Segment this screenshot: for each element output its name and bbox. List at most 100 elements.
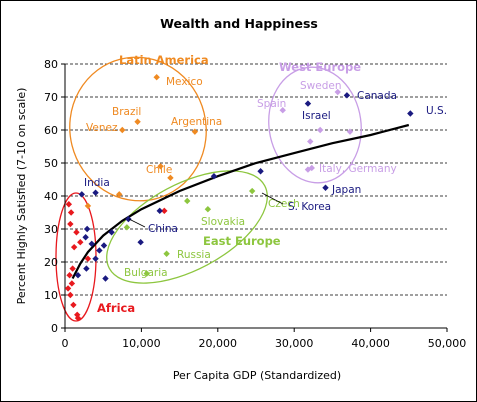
region-ellipse-violet bbox=[268, 66, 362, 184]
data-point-4 bbox=[77, 239, 84, 246]
y-tick-label: 30 bbox=[44, 223, 58, 236]
china-leader-line bbox=[128, 218, 146, 228]
data-point-1 bbox=[67, 209, 75, 216]
data-point-26 bbox=[102, 275, 109, 282]
region-ellipse-orange bbox=[69, 56, 207, 202]
data-point-48 bbox=[123, 224, 131, 231]
data-point-15 bbox=[161, 207, 168, 215]
point-label: Bulgaria bbox=[124, 267, 168, 279]
data-point-20 bbox=[92, 255, 99, 262]
data-point-52 bbox=[307, 138, 314, 145]
y-tick-label: 70 bbox=[44, 91, 58, 104]
data-point-0 bbox=[65, 201, 73, 208]
trendline bbox=[71, 123, 410, 280]
data-point-8 bbox=[66, 272, 73, 279]
data-point-13 bbox=[74, 311, 81, 318]
data-point-21 bbox=[74, 272, 82, 279]
data-point-40 bbox=[191, 128, 199, 135]
data-point-23 bbox=[100, 242, 108, 249]
region-label: Africa bbox=[97, 301, 135, 315]
region-label: Latin America bbox=[119, 53, 209, 67]
data-point-36 bbox=[407, 110, 414, 117]
data-point-16 bbox=[78, 191, 86, 198]
point-label: Spain bbox=[257, 98, 286, 110]
data-point-57 bbox=[308, 164, 315, 172]
data-point-32 bbox=[257, 168, 264, 175]
data-point-47 bbox=[248, 187, 256, 195]
data-point-25 bbox=[83, 265, 90, 272]
region-label: East Europe bbox=[203, 234, 281, 248]
data-point-49 bbox=[163, 250, 170, 257]
data-point-22 bbox=[96, 247, 103, 254]
data-point-7 bbox=[69, 265, 76, 272]
x-tick-label: 20,000 bbox=[199, 337, 238, 350]
chart-title: Wealth and Happiness bbox=[160, 16, 318, 31]
data-point-24 bbox=[108, 229, 115, 236]
data-point-19 bbox=[82, 234, 89, 241]
data-point-18 bbox=[88, 240, 95, 248]
point-label: Argentina bbox=[171, 116, 222, 128]
data-point-29 bbox=[137, 239, 144, 246]
y-tick-label: 60 bbox=[44, 124, 58, 137]
point-label: India bbox=[84, 177, 110, 189]
point-label: Brazil bbox=[112, 106, 141, 118]
data-point-11 bbox=[67, 291, 74, 299]
y-tick-label: 80 bbox=[44, 58, 58, 71]
y-tick-label: 40 bbox=[44, 190, 58, 203]
y-tick-label: 0 bbox=[51, 322, 58, 335]
x-tick-label: 50,000 bbox=[428, 337, 467, 350]
axes: 0 10 20 30 40 50 60 70 80 0 10,000 20,000 30,000 40,0… bbox=[44, 58, 466, 350]
point-label: Israel bbox=[302, 110, 331, 122]
point-label: Venez bbox=[86, 122, 118, 134]
data-point-39 bbox=[119, 126, 126, 134]
data-point-44 bbox=[84, 202, 92, 210]
point-label: Czech bbox=[268, 198, 300, 210]
region-ellipse-red bbox=[55, 192, 97, 322]
y-tick-label: 10 bbox=[44, 289, 58, 302]
data-points bbox=[64, 74, 414, 322]
data-point-37 bbox=[153, 74, 160, 81]
data-point-34 bbox=[322, 184, 329, 191]
data-point-12 bbox=[70, 301, 77, 309]
y-tick-label: 50 bbox=[44, 157, 58, 170]
point-label: S. Korea bbox=[288, 201, 331, 213]
data-point-10 bbox=[64, 285, 72, 292]
point-label: Slovakia bbox=[201, 216, 245, 228]
point-label: Mexico bbox=[166, 76, 203, 88]
data-point-38 bbox=[134, 118, 141, 125]
point-label: U.S. bbox=[426, 105, 447, 117]
data-point-55 bbox=[346, 128, 354, 135]
data-point-31 bbox=[210, 173, 218, 180]
data-point-6 bbox=[70, 243, 78, 251]
region-ellipse-green bbox=[106, 170, 268, 284]
data-point-50 bbox=[143, 270, 150, 277]
data-point-33 bbox=[304, 100, 312, 107]
point-label: Japan bbox=[331, 184, 361, 196]
trendline-path bbox=[71, 123, 410, 280]
data-point-28 bbox=[125, 215, 132, 223]
x-tick-label: 0 bbox=[62, 337, 69, 350]
x-tick-label: 40,000 bbox=[351, 337, 390, 350]
data-point-43 bbox=[116, 191, 123, 198]
x-axis-title: Per Capita GDP (Standardized) bbox=[173, 369, 341, 382]
point-label: Russia bbox=[177, 249, 211, 261]
data-point-51 bbox=[279, 107, 286, 114]
y-axis-title: Percent Highly Satisfied (7-10 on scale) bbox=[15, 88, 28, 305]
region-ellipses bbox=[55, 56, 362, 322]
point-label: Sweden bbox=[300, 80, 342, 92]
data-point-35 bbox=[343, 92, 351, 99]
point-label: Chile bbox=[146, 164, 172, 176]
data-point-27 bbox=[92, 189, 99, 196]
point-label: Canada bbox=[357, 90, 397, 102]
data-point-3 bbox=[73, 229, 80, 236]
region-label: West Europe bbox=[279, 60, 361, 74]
data-point-42 bbox=[167, 174, 174, 182]
point-labels: Mexico Brazil Venez Argentina Chile India Chin… bbox=[84, 53, 447, 315]
skorea-leader-line bbox=[261, 192, 284, 205]
data-point-30 bbox=[156, 207, 163, 215]
data-point-17 bbox=[83, 225, 91, 233]
data-point-14 bbox=[74, 314, 82, 322]
point-label: China bbox=[148, 223, 178, 235]
